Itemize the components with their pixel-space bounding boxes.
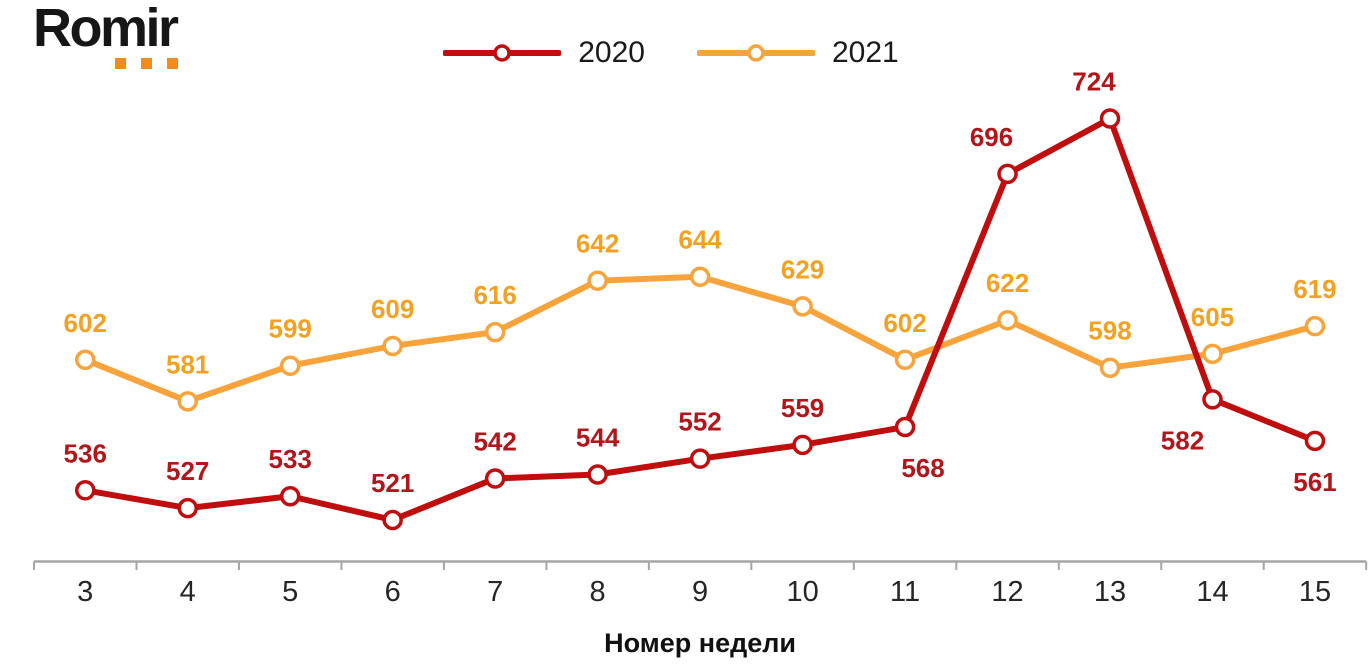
- x-tick-label: 12: [991, 576, 1023, 608]
- series-2020-marker: [279, 485, 301, 507]
- series-2020-data-label: 568: [901, 453, 944, 483]
- x-tick-label: 5: [282, 576, 298, 608]
- series-2020-data-label: 724: [1072, 67, 1116, 97]
- series-2020-data-label: 542: [473, 426, 516, 456]
- x-tick-label: 13: [1094, 576, 1126, 608]
- series-2020-data-label: 552: [678, 407, 721, 437]
- x-tick-label: 9: [692, 576, 708, 608]
- series-2020-marker: [74, 480, 96, 501]
- series-2020-data-label: 533: [268, 444, 311, 474]
- series-2021-marker: [1099, 357, 1121, 378]
- legend-item-2021: 2021: [697, 36, 899, 70]
- x-tick-label: 15: [1299, 576, 1331, 608]
- series-2021-marker: [1202, 343, 1223, 365]
- series-2021-data-label: 599: [268, 314, 311, 344]
- series-2021-marker: [484, 321, 506, 343]
- series-2020-marker: [894, 416, 916, 438]
- series-2021-data-label: 605: [1191, 302, 1234, 332]
- x-tick-label: 6: [385, 576, 401, 608]
- series-2020-data-label: 561: [1293, 467, 1336, 497]
- romir-logo-text: Romir: [33, 0, 179, 58]
- series-2020-data-label: 544: [576, 422, 620, 452]
- series-2021-marker: [689, 266, 711, 287]
- series-2021-data-label: 622: [986, 268, 1029, 298]
- series-2021-marker: [792, 296, 813, 317]
- series-2020-marker: [382, 509, 403, 531]
- legend-label: 2021: [832, 36, 899, 69]
- legend-swatch-marker: [747, 44, 765, 62]
- x-tick-label: 3: [77, 576, 93, 608]
- legend-swatch-marker: [493, 44, 511, 62]
- series-2021-data-label: 602: [64, 308, 107, 338]
- series-2021-data-label: 644: [678, 225, 722, 255]
- series-2020-marker: [177, 497, 198, 519]
- logo-dot: [167, 58, 178, 69]
- series-2020-marker: [792, 434, 813, 456]
- series-2020-marker: [689, 448, 711, 469]
- series-2021-data-label: 642: [576, 229, 619, 259]
- romir-logo-dots-icon: [115, 58, 178, 69]
- series-2021-marker: [279, 355, 301, 376]
- series-2021-marker: [587, 270, 608, 291]
- series-2020-marker: [1099, 108, 1121, 129]
- logo-dot: [141, 58, 152, 69]
- x-tick-label: 4: [180, 576, 196, 608]
- series-2020-data-label: 527: [166, 456, 209, 486]
- x-tick-label: 8: [590, 576, 606, 608]
- series-2021-marker: [997, 309, 1018, 331]
- series-2021-marker: [1304, 315, 1326, 337]
- series-2020-data-label: 582: [1161, 425, 1204, 455]
- romir-logo: Romir: [33, 0, 243, 80]
- series-2021-marker: [177, 391, 198, 412]
- x-tick-label: 11: [890, 576, 920, 608]
- series-2020-marker: [1304, 430, 1326, 452]
- series-2021-data-label: 598: [1088, 316, 1131, 346]
- series-2020-marker: [1202, 389, 1223, 410]
- x-tick-label: 7: [487, 576, 503, 608]
- series-2021-data-label: 581: [166, 349, 209, 379]
- series-2020-marker: [484, 468, 506, 489]
- series-2021-data-label: 616: [473, 280, 516, 310]
- series-2021-data-label: 619: [1293, 274, 1336, 304]
- series-2020-marker: [997, 163, 1018, 185]
- series-2021-data-label: 609: [371, 294, 414, 324]
- series-2020-data-label: 696: [970, 122, 1013, 152]
- series-2021-marker: [74, 349, 96, 371]
- x-tick-label: 10: [786, 576, 818, 608]
- series-2020-marker: [587, 464, 608, 485]
- x-axis-title: Номер недели: [604, 628, 796, 658]
- series-2020-data-label: 559: [781, 393, 824, 423]
- series-2021-data-label: 629: [781, 254, 824, 284]
- legend-label: 2020: [578, 36, 645, 69]
- legend-line-marker-icon: [697, 44, 815, 62]
- legend-line-marker-icon: [443, 44, 562, 62]
- logo-dot: [115, 58, 126, 69]
- chart-legend: 2020 2021: [0, 36, 1356, 70]
- legend-item-2020: 2020: [443, 36, 645, 70]
- series-2020-data-label: 536: [64, 438, 107, 468]
- series-2020-data-label: 521: [371, 468, 414, 498]
- series-2021-data-label: 602: [883, 308, 926, 338]
- series-2021-marker: [894, 349, 916, 371]
- series-2021-marker: [382, 335, 403, 357]
- x-tick-label: 14: [1196, 576, 1228, 608]
